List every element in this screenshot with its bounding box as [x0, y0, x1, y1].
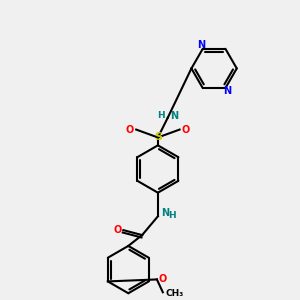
Text: CH₃: CH₃ [166, 289, 184, 298]
Text: O: O [159, 274, 167, 284]
Text: N: N [197, 40, 205, 50]
Text: H: H [168, 211, 176, 220]
Text: N: N [161, 208, 169, 218]
Text: S: S [154, 133, 162, 142]
Text: O: O [126, 124, 134, 135]
Text: H: H [157, 111, 165, 120]
Text: N: N [223, 86, 232, 97]
Text: N: N [170, 111, 178, 121]
Text: O: O [113, 225, 122, 235]
Text: O: O [182, 124, 190, 135]
